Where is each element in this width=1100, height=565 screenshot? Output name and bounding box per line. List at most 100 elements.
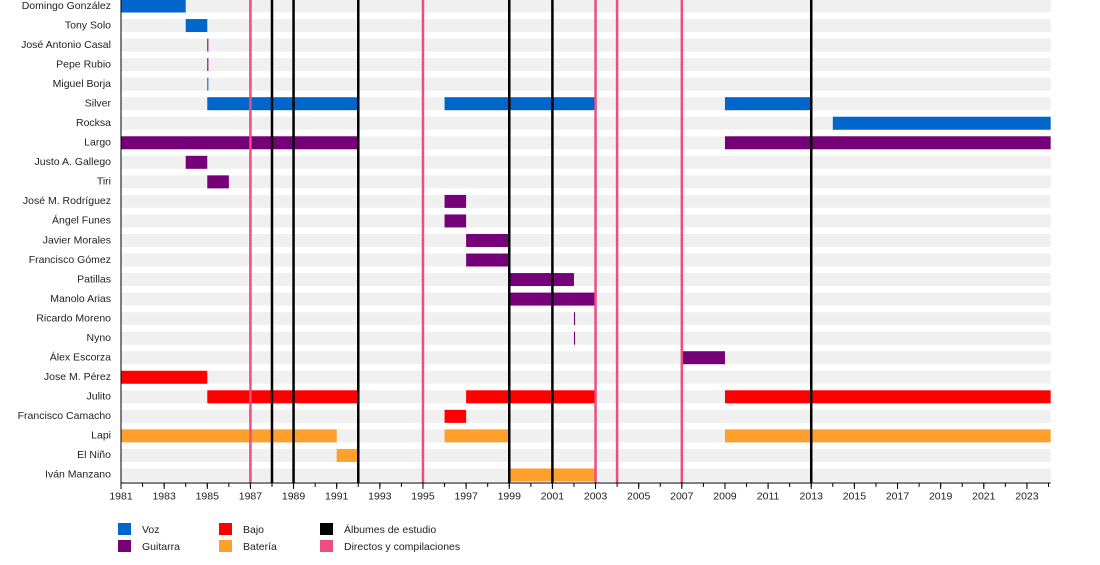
x-tick-label: 1985 [196, 491, 220, 503]
member-label: Largo [84, 137, 111, 149]
member-label: Nyno [86, 332, 111, 344]
x-tick-label: 2013 [800, 491, 824, 503]
member-label: Silver [85, 97, 112, 109]
member-label: José M. Rodríguez [23, 195, 111, 207]
x-tick-label: 1983 [152, 491, 176, 503]
member-bar [185, 155, 208, 169]
member-label: Miguel Borja [53, 78, 112, 90]
x-tick-label: 2011 [757, 491, 780, 503]
member-bar [573, 331, 576, 345]
x-tick-label: 2019 [929, 491, 953, 503]
x-tick-label: 1991 [325, 491, 349, 503]
member-label: Iván Manzano [45, 469, 111, 481]
member-label: Manolo Arias [50, 293, 111, 305]
member-bar [207, 175, 229, 189]
x-tick-label: 2007 [670, 491, 694, 503]
member-label: Rocksa [76, 117, 111, 129]
legend-swatch-studio [320, 523, 333, 535]
legend-label-studio: Álbumes de estudio [344, 523, 436, 536]
member-bar [573, 312, 576, 326]
member-label: Francisco Camacho [18, 410, 112, 422]
row-band [121, 448, 1051, 462]
x-tick-label: 1987 [239, 491, 263, 503]
row-band [121, 175, 1051, 189]
member-bar [444, 97, 596, 111]
member-label: El Niño [77, 449, 111, 461]
member-label: Domingo González [22, 0, 111, 12]
x-tick-label: 2015 [843, 491, 867, 503]
row-band [121, 273, 1051, 287]
x-tick-label: 1981 [109, 491, 133, 503]
member-bar [724, 429, 1051, 443]
row-band [121, 155, 1051, 169]
x-tick-label: 1999 [498, 491, 522, 503]
member-label: Patillas [77, 273, 111, 285]
member-bar [121, 136, 359, 150]
row-band [121, 194, 1051, 208]
member-bar [681, 351, 725, 365]
member-bar [444, 429, 510, 443]
legend-swatch-voz [118, 523, 131, 535]
member-label: Ricardo Moreno [36, 312, 111, 324]
member-bar [509, 273, 574, 287]
member-bar [207, 77, 209, 91]
x-tick-label: 1989 [282, 491, 306, 503]
legend-label-bajo: Bajo [243, 524, 264, 536]
member-label: Tony Solo [65, 19, 111, 31]
member-label: Jose M. Pérez [44, 371, 111, 383]
member-label: Javier Morales [43, 234, 111, 246]
member-bar [724, 97, 812, 111]
member-bar [185, 19, 208, 33]
member-label: Álex Escorza [50, 351, 111, 364]
member-bar [724, 136, 1051, 150]
row-band [121, 331, 1051, 345]
member-label: Francisco Gómez [29, 254, 111, 266]
member-bar [121, 370, 208, 384]
member-bar [466, 253, 510, 267]
member-bar [444, 194, 467, 208]
x-tick-label: 2001 [541, 491, 565, 503]
row-band [121, 233, 1051, 247]
row-band [121, 370, 1051, 384]
row-band [121, 409, 1051, 423]
x-tick-label: 2003 [584, 491, 608, 503]
member-bar [832, 116, 1051, 130]
member-label: Pepe Rubio [56, 58, 111, 70]
row-band [121, 58, 1051, 72]
row-band [121, 253, 1051, 267]
legend-label-guitarra: Guitarra [142, 541, 180, 553]
member-bar [207, 58, 209, 72]
member-bar [121, 0, 186, 13]
legend-label-live: Directos y compilaciones [344, 541, 460, 553]
row-band [121, 351, 1051, 365]
member-bar [207, 97, 359, 111]
x-tick-label: 1995 [411, 491, 435, 503]
member-label: Lapi [91, 430, 111, 442]
legend-label-bateria: Batería [243, 541, 277, 553]
row-band [121, 116, 1051, 130]
x-tick-label: 2017 [886, 491, 910, 503]
member-label: José Antonio Casal [21, 39, 111, 51]
x-tick-label: 2021 [972, 491, 996, 503]
member-label: Julito [86, 391, 111, 403]
row-band [121, 214, 1051, 228]
row-band [121, 77, 1051, 91]
x-tick-label: 1993 [368, 491, 392, 503]
x-tick-label: 2005 [627, 491, 651, 503]
member-bar [207, 390, 359, 404]
legend-swatch-bateria [219, 540, 232, 552]
member-bar [444, 214, 467, 228]
member-bar [207, 38, 209, 52]
x-tick-label: 1997 [454, 491, 478, 503]
row-band [121, 19, 1051, 33]
member-bar [336, 448, 359, 462]
member-label: Justo A. Gallego [35, 156, 112, 168]
member-bar [466, 233, 510, 247]
x-tick-label: 2023 [1015, 491, 1039, 503]
legend-swatch-live [320, 540, 333, 552]
member-bar [444, 409, 467, 423]
member-label: Ángel Funes [52, 214, 111, 227]
legend-swatch-bajo [219, 523, 232, 535]
legend-swatch-guitarra [118, 540, 131, 552]
